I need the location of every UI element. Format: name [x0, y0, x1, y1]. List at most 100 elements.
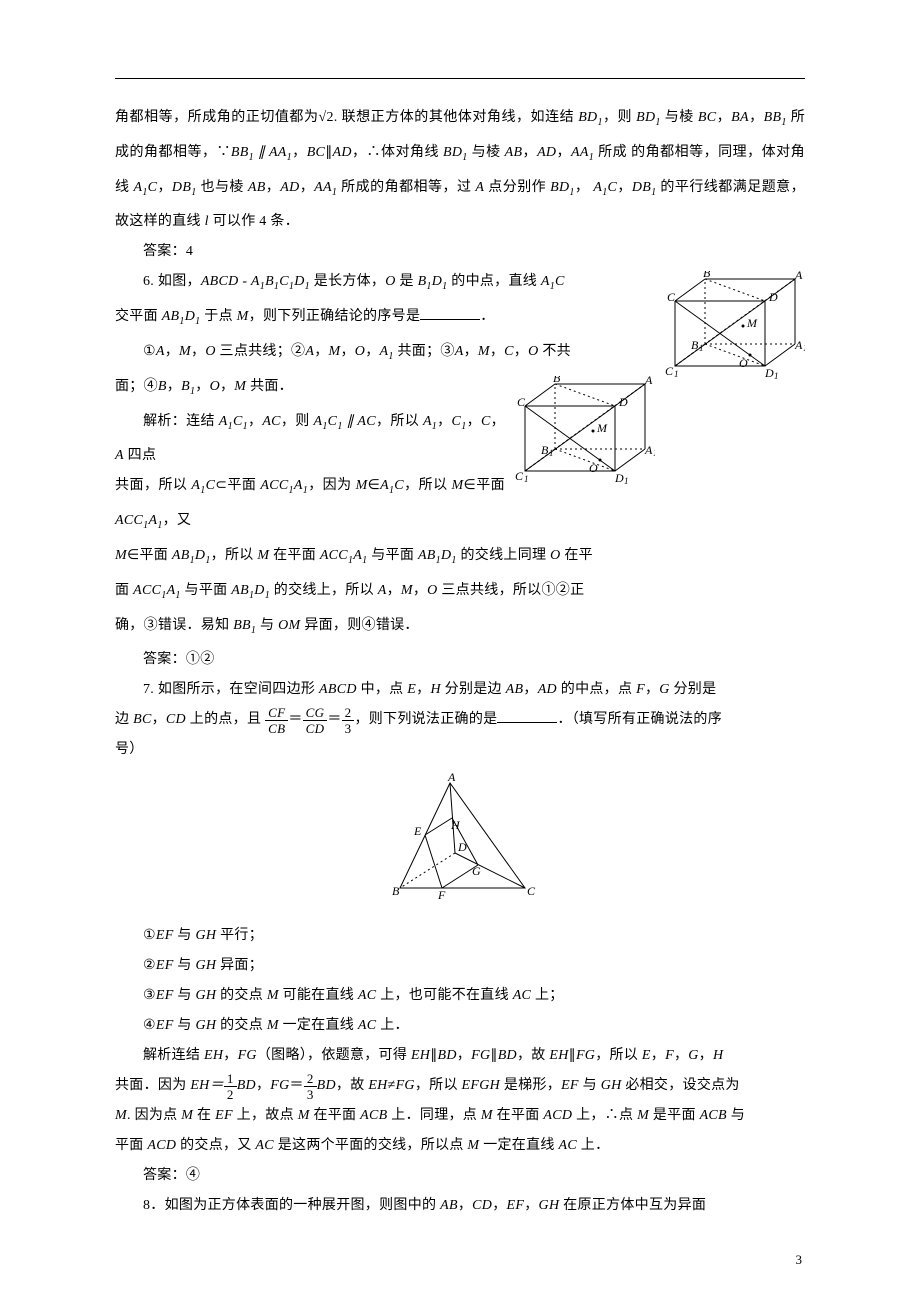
math: M — [181, 1108, 193, 1123]
text: ，因为 — [308, 478, 356, 493]
text: ． — [480, 309, 494, 324]
text: ， — [300, 180, 315, 195]
text: ， — [416, 682, 430, 697]
math: AA — [314, 180, 332, 195]
text: ， — [413, 583, 427, 598]
math: M — [234, 379, 246, 394]
math: M — [478, 344, 490, 359]
svg-text:1: 1 — [699, 343, 704, 353]
figure-q7: A B C D E F G H — [115, 773, 805, 915]
math: GH — [195, 988, 216, 1003]
math: AB — [162, 309, 180, 324]
text: ，又 — [163, 513, 192, 528]
math: EF — [215, 1108, 233, 1123]
math: A — [541, 274, 550, 289]
svg-text:D: D — [768, 290, 778, 304]
math: A — [593, 180, 602, 195]
math: ACB — [360, 1108, 387, 1123]
math: BC — [307, 145, 326, 160]
math: B — [265, 274, 274, 289]
math: F — [636, 682, 645, 697]
text: ， — [699, 1048, 713, 1063]
text: ，则 — [281, 414, 314, 429]
svg-text:D: D — [764, 366, 774, 380]
svg-text:1: 1 — [653, 448, 655, 458]
text: 的交点 — [216, 1018, 267, 1033]
math: BB — [233, 618, 251, 633]
math: AA — [571, 145, 589, 160]
text: 上的点，且 — [186, 712, 261, 727]
math: C — [148, 180, 158, 195]
text: ， — [467, 414, 481, 429]
text: ．（填写所有正确说法的序 — [557, 712, 722, 727]
math: ACC — [320, 548, 348, 563]
text: ， — [716, 110, 731, 125]
body-content: 角都相等，所成角的正切值都为√2. 联想正方体的其他体对角线，如连结 BD1，则… — [115, 103, 805, 1221]
text: ， — [437, 414, 451, 429]
text: 解析连结 — [143, 1048, 204, 1063]
text: 上． — [376, 1018, 408, 1033]
math: C — [394, 478, 404, 493]
text: 分别是边 — [441, 682, 506, 697]
math: M — [401, 583, 413, 598]
math: EH＝ — [190, 1078, 224, 1093]
text: ， — [152, 712, 166, 727]
math: AB — [440, 1198, 458, 1213]
text: ∥ — [430, 1048, 437, 1063]
text: ，所以 — [211, 548, 258, 563]
math: M — [237, 309, 249, 324]
math: D — [294, 274, 304, 289]
math: A — [378, 583, 387, 598]
math: DB — [632, 180, 651, 195]
math: CD — [472, 1198, 492, 1213]
text: ，所以 — [404, 478, 452, 493]
svg-text:C: C — [517, 395, 526, 409]
math: A — [455, 344, 464, 359]
text: ① — [143, 928, 156, 943]
math: BD — [578, 110, 597, 125]
math: M — [179, 344, 191, 359]
math: A — [115, 448, 124, 463]
svg-text:1: 1 — [549, 448, 554, 458]
text: 解析：连结 — [143, 414, 219, 429]
text: 一定在直线 — [479, 1138, 558, 1153]
math: ACB — [700, 1108, 727, 1123]
math: CD — [166, 712, 186, 727]
text: 与 — [256, 618, 278, 633]
math: A — [191, 478, 200, 493]
math: H — [430, 682, 440, 697]
math: AB — [231, 583, 249, 598]
text: 在平面 — [269, 548, 320, 563]
svg-text:A: A — [447, 773, 456, 784]
text: 边 — [115, 712, 133, 727]
math: AC — [262, 414, 281, 429]
text: 在平面 — [493, 1108, 544, 1123]
math: BD — [438, 1048, 457, 1063]
text: ，所以 — [595, 1048, 642, 1063]
text: ， — [165, 344, 179, 359]
text: ， — [464, 344, 478, 359]
math: FG — [471, 1048, 490, 1063]
math: M — [637, 1108, 649, 1123]
text: 中，点 — [357, 682, 408, 697]
math: M — [481, 1108, 493, 1123]
q7-stem: 7. 如图所示，在空间四边形 — [143, 682, 319, 697]
math: A — [294, 478, 303, 493]
text: ∥ — [325, 145, 332, 160]
svg-text:O: O — [589, 461, 598, 475]
math: A — [156, 344, 165, 359]
math: D — [441, 548, 451, 563]
q8-stem: 8．如图为正方体表面的一种展开图，则图中的 — [143, 1198, 440, 1213]
math: EFGH — [462, 1078, 501, 1093]
math: BB — [231, 145, 249, 160]
text: ＝ — [327, 712, 341, 727]
text: 是梯形， — [500, 1078, 561, 1093]
math: M — [467, 1138, 479, 1153]
math: G — [659, 682, 669, 697]
math: D — [185, 309, 195, 324]
math: BD — [550, 180, 569, 195]
text: ，所以 — [376, 414, 423, 429]
math: BD — [317, 1078, 336, 1093]
math: O — [210, 379, 220, 394]
math: BC — [698, 110, 717, 125]
